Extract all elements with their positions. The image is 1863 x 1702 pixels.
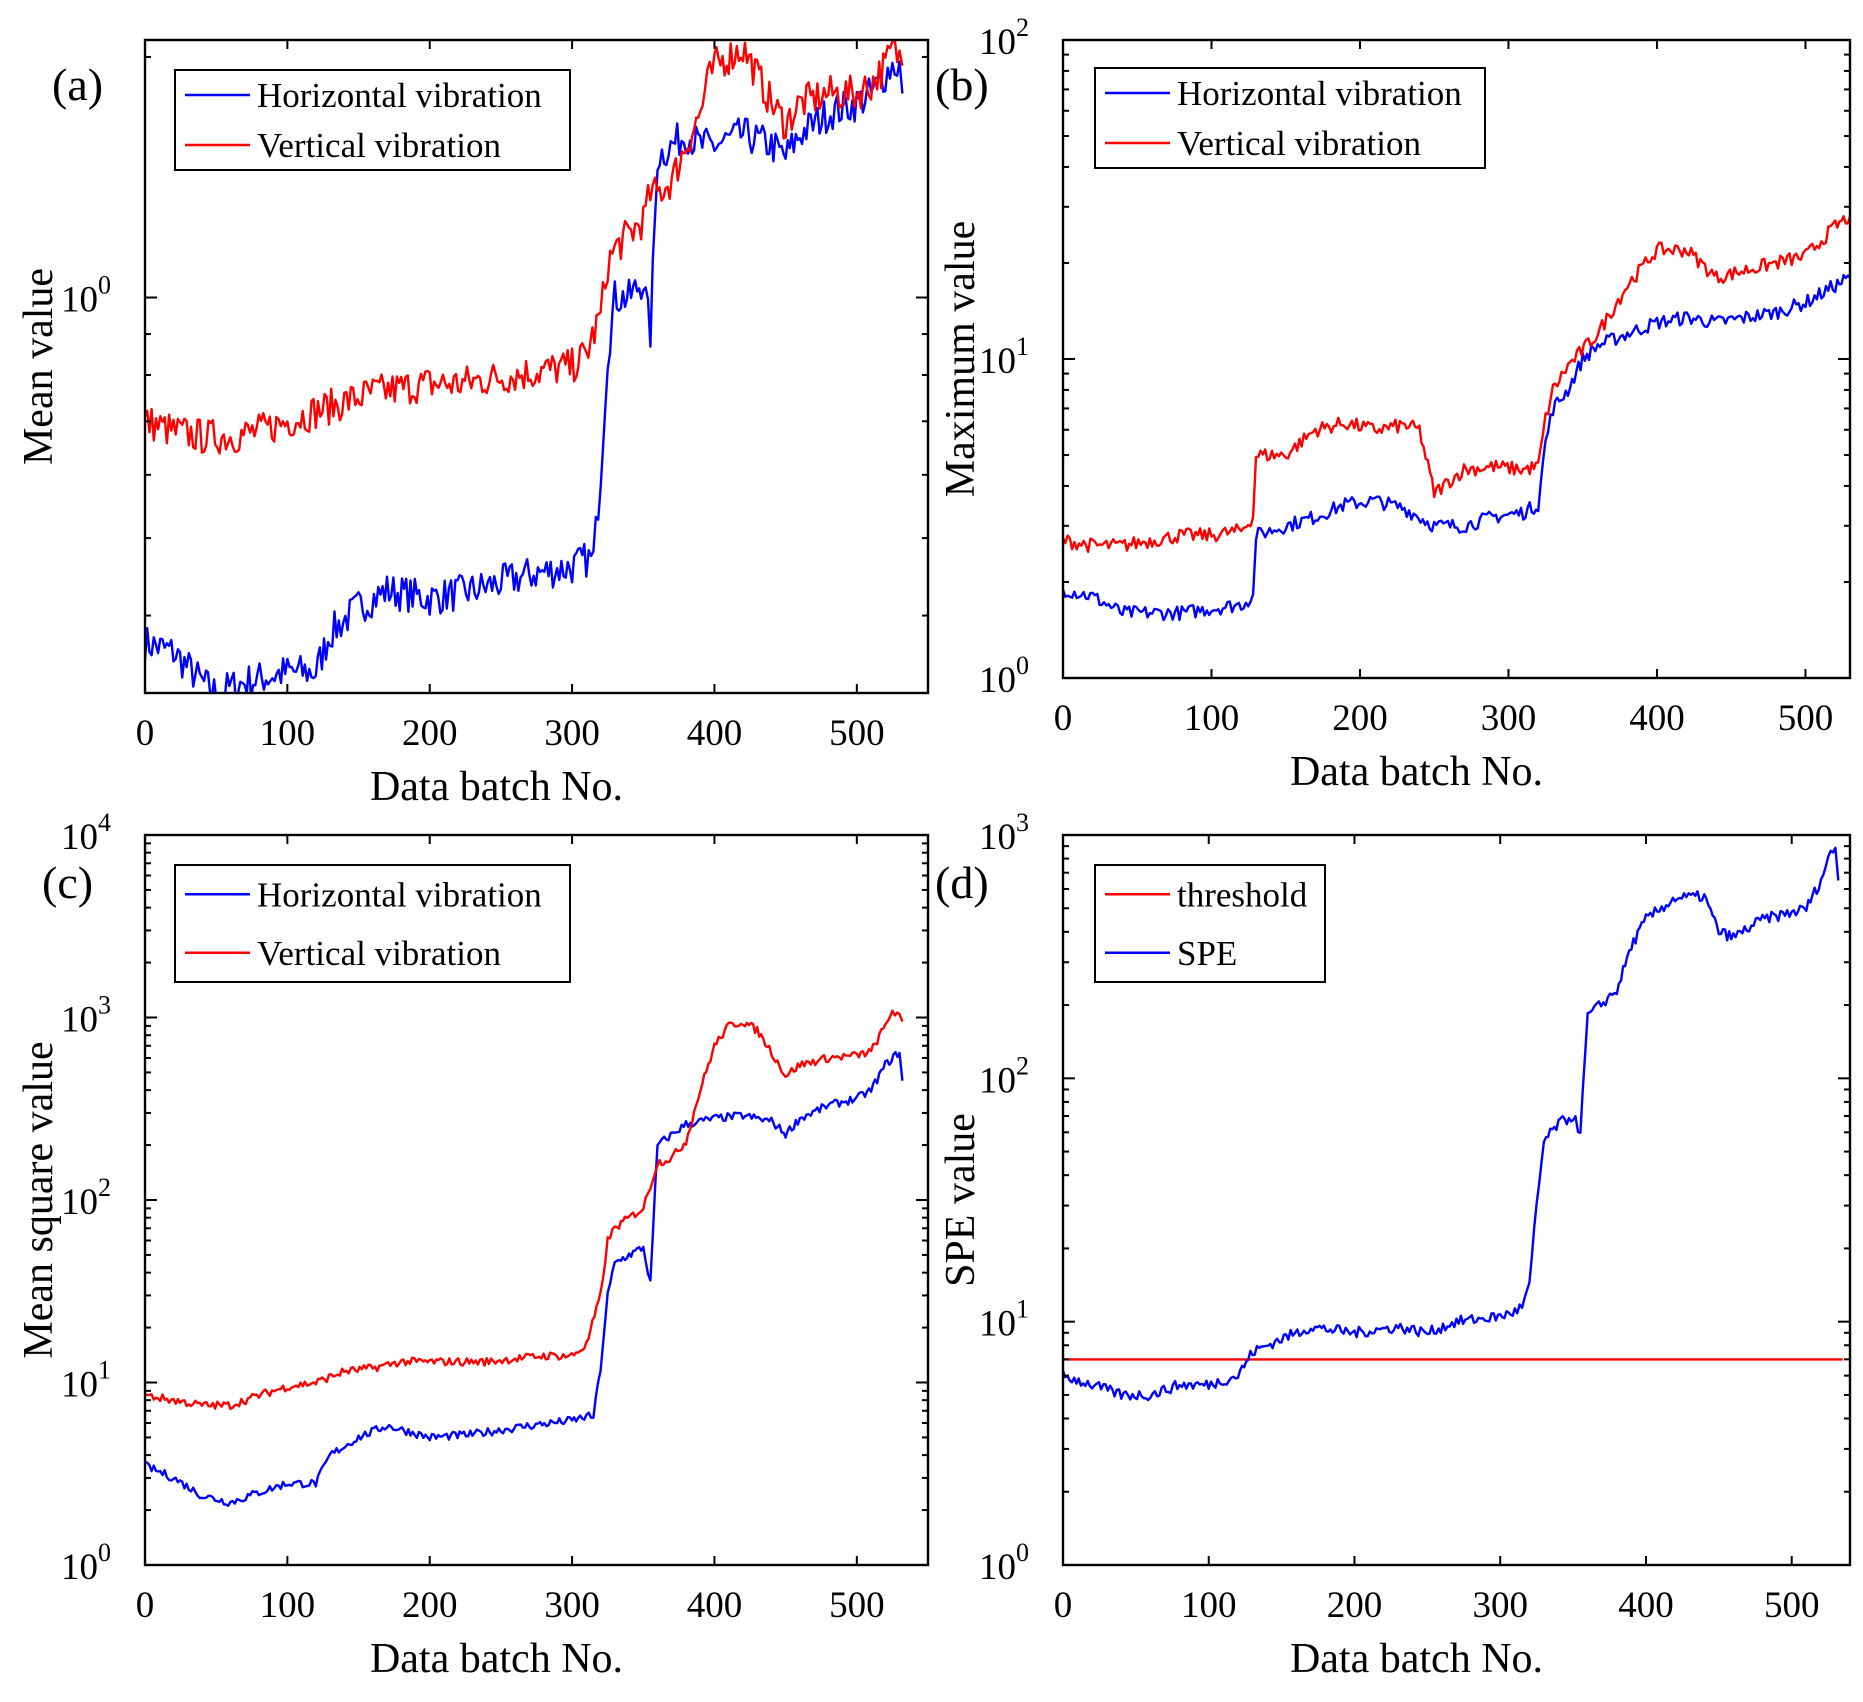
- panel-c: 0 100 200 300 400 500 100 101 102 103 104 Data batc…: [16, 808, 930, 1682]
- panel-a: 0 100 200 300 400 500 100 Data batch No. Mean va…: [16, 38, 930, 810]
- series-line-spe: [1063, 846, 1840, 1402]
- x-tick-label: 100: [260, 1585, 316, 1626]
- legend-entry: Vertical vibration: [257, 934, 501, 973]
- y-tick-label: 103: [61, 991, 111, 1041]
- x-tick-label: 200: [1327, 1585, 1383, 1626]
- legend-entry: Horizontal vibration: [257, 76, 542, 115]
- y-axis-label: Mean value: [16, 268, 62, 465]
- y-tick-label: 102: [61, 1173, 111, 1223]
- x-tick-label: 0: [136, 713, 155, 754]
- x-tick-label: 500: [829, 713, 885, 754]
- x-tick-label: 500: [1778, 698, 1834, 739]
- plot-area: [143, 38, 930, 695]
- y-tick-label: 101: [979, 332, 1029, 382]
- x-axis-label: Data batch No.: [370, 1636, 623, 1682]
- legend-entry: threshold: [1177, 875, 1308, 914]
- y-tick-label: 102: [979, 13, 1029, 63]
- series-line-horizontal-vibration: [145, 60, 904, 693]
- legend-box: [174, 69, 571, 171]
- series-line-vertical-vibration: [1063, 215, 1850, 553]
- panel-b: 0 100 200 300 400 500 100 101 102 Data batch No. M…: [935, 13, 1852, 795]
- y-tick-label: 102: [979, 1051, 1029, 1101]
- legend-entry: Vertical vibration: [257, 126, 501, 165]
- y-tick-label: 103: [979, 808, 1029, 858]
- legend-entry: Horizontal vibration: [1177, 74, 1462, 113]
- x-tick-label: 400: [1618, 1585, 1674, 1626]
- x-tick-label: 400: [687, 1585, 743, 1626]
- x-tick-label: 0: [1054, 698, 1073, 739]
- x-tick-label: 200: [402, 1585, 458, 1626]
- y-tick-label: 104: [61, 808, 111, 858]
- x-tick-label: 100: [260, 713, 316, 754]
- x-axis-label: Data batch No.: [370, 764, 623, 810]
- x-tick-label: 0: [136, 1585, 155, 1626]
- x-axis-label: Data batch No.: [1290, 1636, 1543, 1682]
- series-line-vertical-vibration: [145, 1009, 904, 1411]
- legend-box: [1094, 864, 1326, 983]
- legend-entry: SPE: [1177, 934, 1237, 973]
- series-line-vertical-vibration: [145, 40, 904, 455]
- x-tick-label: 300: [544, 1585, 600, 1626]
- x-tick-label: 500: [1764, 1585, 1820, 1626]
- x-tick-label: 400: [687, 713, 743, 754]
- panel-label: (b): [935, 59, 989, 110]
- y-tick-label: 101: [979, 1295, 1029, 1345]
- x-tick-label: 300: [1481, 698, 1537, 739]
- y-tick-label: 101: [61, 1356, 111, 1406]
- y-axis-label: Mean square value: [16, 1041, 62, 1358]
- legend-box: [174, 864, 571, 983]
- y-tick-label: 100: [61, 271, 111, 321]
- series-line-horizontal-vibration: [145, 1051, 904, 1507]
- panel-label: (a): [52, 59, 103, 110]
- x-tick-label: 0: [1054, 1585, 1073, 1626]
- y-axis-label: SPE value: [938, 1113, 984, 1287]
- x-tick-label: 200: [1332, 698, 1388, 739]
- panel-label: (c): [42, 857, 93, 908]
- panel-d: 0 100 200 300 400 500 100 101 102 103 Data batch N…: [935, 808, 1852, 1682]
- series-line-horizontal-vibration: [1063, 273, 1850, 622]
- panel-label: (d): [935, 857, 989, 908]
- legend-entry: Horizontal vibration: [257, 875, 542, 914]
- y-tick-label: 100: [979, 651, 1029, 701]
- x-axis-label: Data batch No.: [1290, 749, 1543, 795]
- y-tick-label: 100: [979, 1538, 1029, 1588]
- x-tick-label: 300: [1472, 1585, 1528, 1626]
- x-tick-label: 100: [1184, 698, 1240, 739]
- x-tick-label: 400: [1629, 698, 1685, 739]
- y-tick-label: 100: [61, 1538, 111, 1588]
- plot-area: [1061, 833, 1852, 1567]
- x-tick-label: 100: [1181, 1585, 1237, 1626]
- x-tick-label: 300: [544, 713, 600, 754]
- legend-box: [1094, 67, 1486, 169]
- legend-entry: Vertical vibration: [1177, 124, 1421, 163]
- x-tick-label: 200: [402, 713, 458, 754]
- x-tick-label: 500: [829, 1585, 885, 1626]
- y-axis-label: Maximum value: [938, 221, 984, 497]
